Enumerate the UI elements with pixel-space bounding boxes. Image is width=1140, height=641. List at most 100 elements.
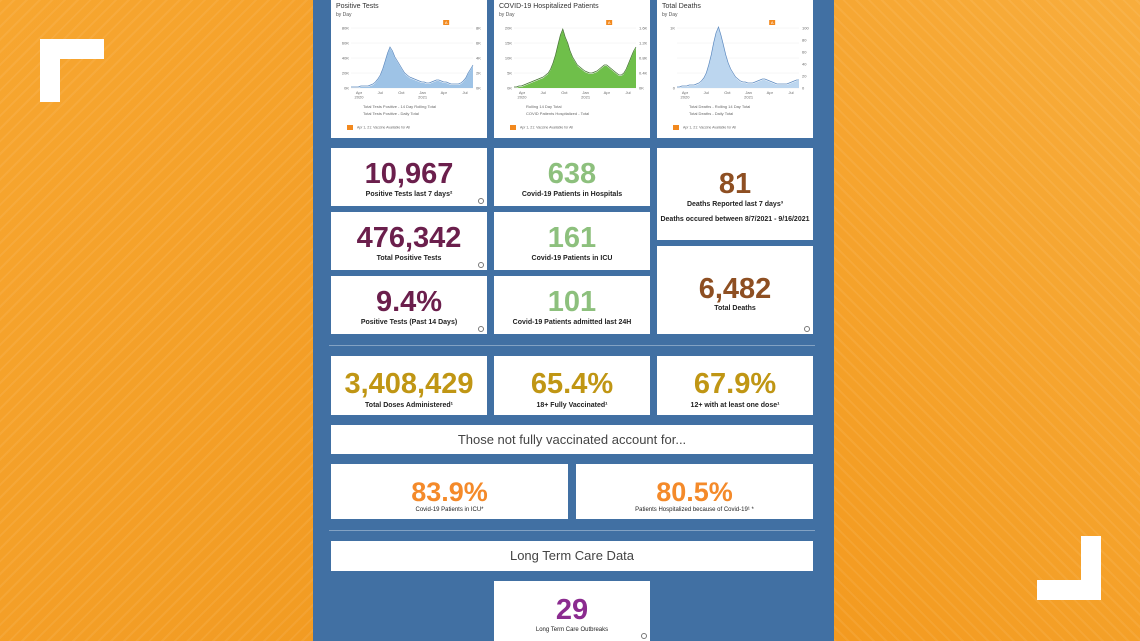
- stat-value: 65.4%: [530, 368, 614, 400]
- series-line: [677, 25, 799, 88]
- y-tick-label: 15K: [505, 41, 512, 46]
- y-tick-label: 5K: [507, 71, 512, 76]
- x-tick-label: Jan: [419, 90, 425, 95]
- stat-label: Covid-19 Patients in ICU: [531, 255, 613, 262]
- stat-ltc-outbreaks: 29 Long Term Care Outbreaks: [494, 581, 650, 641]
- hospitalized-plot: 20K15K10K5K0K1.6K1.2K0.8K0.4K0KApr2020Ju…: [505, 20, 648, 100]
- stat-value: 80.5%: [656, 477, 733, 507]
- stat-label: 18+ Fully Vaccinated¹: [536, 402, 608, 409]
- x-tick-label: 2020: [518, 95, 528, 100]
- y-right-tick-label: 80: [802, 38, 807, 43]
- y-tick-label: 0K: [344, 86, 349, 91]
- stat-value: 67.9%: [693, 368, 777, 400]
- x-tick-label: 2020: [355, 95, 365, 100]
- legend-item: COVID Patients Hospitalized - Total: [526, 111, 590, 116]
- y-right-tick-label: 40: [802, 62, 807, 67]
- user-icon: [478, 326, 484, 332]
- chart-positive-tests: Positive Tests by Day 80K 60K 40K 20K 0K 8K 6K…: [331, 0, 487, 138]
- stat-value: 101: [547, 286, 597, 318]
- section-divider: [329, 530, 815, 531]
- banner-long-term-care: Long Term Care Data: [331, 541, 813, 571]
- x-tick-label: Oct: [724, 90, 731, 95]
- chart-title: COVID-19 Hospitalized Patients: [499, 3, 599, 10]
- legend-item: Total Tests Positive - Daily Total: [363, 111, 419, 116]
- x-tick-label: Jul: [788, 90, 793, 95]
- stat-deaths-7-days: 81 Deaths Reported last 7 days³ Deaths o…: [657, 148, 813, 240]
- stat-label: Total Doses Administered¹: [365, 402, 453, 409]
- corner-bracket-top-left: [40, 39, 104, 102]
- flag-icon: [673, 125, 679, 130]
- background-right: [834, 0, 1140, 641]
- stat-label: Total Positive Tests: [376, 255, 442, 262]
- stat-value: 161: [547, 222, 597, 254]
- x-tick-label: 2021: [581, 95, 591, 100]
- user-icon: [478, 262, 484, 268]
- y-right-tick-label: 0K: [476, 86, 481, 91]
- chart-footnote: Apr 1, 21: Vaccine Available for All: [347, 125, 410, 130]
- chart-subtitle: by Day: [499, 12, 515, 18]
- chart-subtitle: by Day: [336, 12, 352, 18]
- user-icon: [804, 326, 810, 332]
- stat-value: 476,342: [356, 222, 462, 254]
- y-right-tick-label: 0K: [639, 86, 644, 91]
- vaccine-marker-label: A: [771, 20, 774, 25]
- stat-label: Covid-19 Patients in Hospitals: [521, 191, 623, 198]
- stat-unvax-hospitalized: 80.5% Patients Hospitalized because of C…: [576, 464, 813, 519]
- x-tick-label: Oct: [398, 90, 405, 95]
- chart-total-deaths: Total Deaths by Day 1K 0 100 80 60 40 20 0 Apr 20…: [657, 0, 813, 138]
- stat-hospitalized: 638 Covid-19 Patients in Hospitals: [494, 148, 650, 206]
- stat-label: Positive Tests last 7 days²: [365, 191, 453, 198]
- series-area: [351, 48, 473, 88]
- vaccine-marker-icon: [443, 20, 450, 25]
- flag-icon: [347, 125, 353, 130]
- x-tick-label: Jan: [745, 90, 751, 95]
- y-right-tick-label: 60: [802, 50, 807, 55]
- background-left: [0, 0, 313, 641]
- y-right-tick-label: 0.4K: [639, 71, 648, 76]
- stat-label: Positive Tests (Past 14 Days): [360, 319, 458, 326]
- stat-admitted: 101 Covid-19 Patients admitted last 24H: [494, 276, 650, 334]
- y-right-tick-label: 2K: [476, 71, 481, 76]
- x-tick-label: Jul: [378, 90, 383, 95]
- stat-value: 6,482: [698, 273, 772, 305]
- series-area: [514, 30, 636, 88]
- y-tick-label: 80K: [342, 26, 349, 31]
- chart-footnote: Apr 1, 21: Vaccine Available for All: [673, 125, 736, 130]
- x-tick-label: Apr: [441, 90, 448, 95]
- x-tick-label: Apr: [356, 90, 363, 95]
- x-tick-label: 2021: [744, 95, 754, 100]
- stat-value: 638: [547, 158, 597, 190]
- series-line: [514, 27, 637, 88]
- y-right-tick-label: 4K: [476, 56, 481, 61]
- stat-note: Deaths occured between 8/7/2021 - 9/16/2…: [660, 216, 810, 223]
- legend-item: Rolling 14 Day Total: [526, 104, 562, 109]
- x-tick-label: Jul: [704, 90, 709, 95]
- x-tick-label: Apr: [682, 90, 689, 95]
- y-tick-label: 60K: [342, 41, 349, 46]
- x-tick-label: Jul: [625, 90, 630, 95]
- x-tick-label: Jan: [582, 90, 588, 95]
- y-tick-label: 20K: [505, 26, 512, 31]
- stat-value: 83.9%: [411, 477, 488, 507]
- y-right-tick-label: 20: [802, 74, 807, 79]
- series-line: [351, 46, 474, 88]
- banner-not-vaccinated: Those not fully vaccinated account for..…: [331, 425, 813, 454]
- y-tick-label: 10K: [505, 56, 512, 61]
- chart-title: Total Deaths: [662, 3, 701, 10]
- stat-total-deaths: 6,482 Total Deaths: [657, 246, 813, 334]
- stat-value: 81: [718, 168, 752, 200]
- stat-label: Total Deaths: [714, 305, 756, 312]
- x-tick-label: Apr: [519, 90, 526, 95]
- stat-value: 29: [555, 594, 589, 626]
- y-right-tick-label: 8K: [476, 26, 481, 31]
- stat-label: Deaths Reported last 7 days³: [686, 201, 784, 208]
- chart-title: Positive Tests: [336, 3, 379, 10]
- x-tick-label: 2020: [681, 95, 691, 100]
- chart-subtitle: by Day: [662, 12, 678, 18]
- x-tick-label: Jul: [541, 90, 546, 95]
- stat-positive-pct: 9.4% Positive Tests (Past 14 Days): [331, 276, 487, 334]
- series-area: [677, 28, 799, 88]
- stat-value: 3,408,429: [344, 368, 474, 400]
- stat-value: 10,967: [364, 158, 454, 190]
- y-right-tick-label: 0: [802, 86, 805, 91]
